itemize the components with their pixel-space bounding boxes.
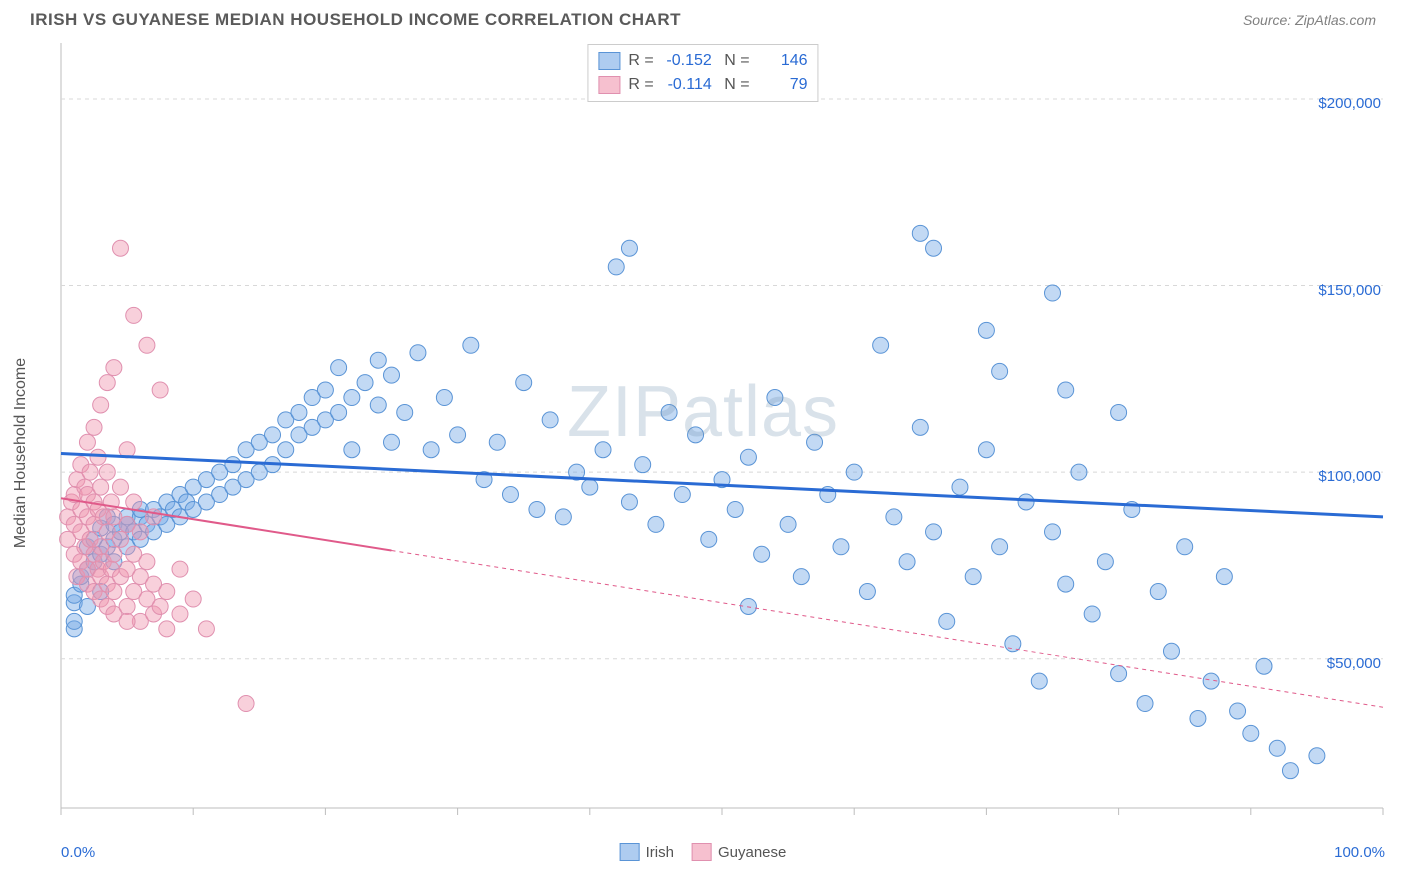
- legend-swatch-guyanese: [692, 843, 712, 861]
- legend-item-irish: Irish: [620, 843, 674, 861]
- legend-swatch-irish: [620, 843, 640, 861]
- n-value-guyanese: 79: [758, 73, 808, 97]
- y-tick-label: $200,000: [1318, 95, 1381, 112]
- legend-label-irish: Irish: [646, 844, 674, 861]
- legend-item-guyanese: Guyanese: [692, 843, 786, 861]
- y-tick-label: $50,000: [1327, 655, 1381, 672]
- stats-legend: R = -0.152 N = 146 R = -0.114 N = 79: [587, 44, 818, 102]
- chart-source: Source: ZipAtlas.com: [1243, 12, 1376, 28]
- chart-container: Median Household Income ZIPatlas R = -0.…: [13, 38, 1393, 868]
- scatter-plot: [13, 38, 1393, 838]
- chart-title: IRISH VS GUYANESE MEDIAN HOUSEHOLD INCOM…: [30, 10, 681, 30]
- r-value-guyanese: -0.114: [662, 73, 712, 97]
- chart-header: IRISH VS GUYANESE MEDIAN HOUSEHOLD INCOM…: [10, 10, 1396, 38]
- r-value-irish: -0.152: [662, 49, 712, 73]
- y-tick-label: $150,000: [1318, 282, 1381, 299]
- n-value-irish: 146: [758, 49, 808, 73]
- x-axis-min-label: 0.0%: [61, 844, 95, 861]
- swatch-guyanese: [598, 76, 620, 94]
- legend-label-guyanese: Guyanese: [718, 844, 786, 861]
- series-legend: Irish Guyanese: [620, 843, 787, 861]
- r-label: R =: [628, 73, 653, 97]
- n-label: N =: [720, 73, 750, 97]
- x-axis-max-label: 100.0%: [1334, 844, 1385, 861]
- y-axis-label: Median Household Income: [12, 358, 30, 548]
- stats-row-guyanese: R = -0.114 N = 79: [598, 73, 807, 97]
- r-label: R =: [628, 49, 653, 73]
- stats-row-irish: R = -0.152 N = 146: [598, 49, 807, 73]
- swatch-irish: [598, 52, 620, 70]
- n-label: N =: [720, 49, 750, 73]
- bottom-legend: 0.0% Irish Guyanese 100.0%: [13, 836, 1393, 868]
- y-tick-label: $100,000: [1318, 468, 1381, 485]
